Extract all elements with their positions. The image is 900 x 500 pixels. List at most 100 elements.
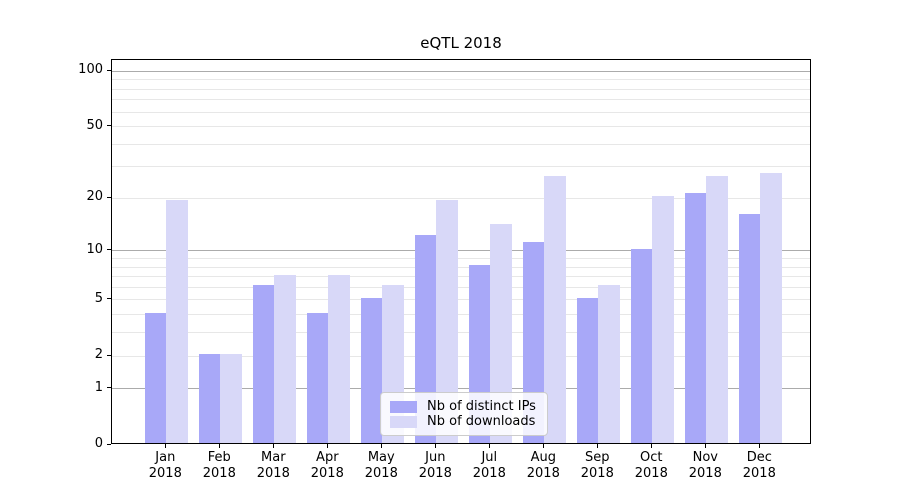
gridline-minor-20 <box>112 197 810 199</box>
bar-nb-of-downloads-oct-2018 <box>652 196 674 443</box>
x-tick-label-line: Oct <box>640 450 663 465</box>
gridline-minor-7 <box>112 276 810 278</box>
y-tick-label-50: 50 <box>86 117 103 133</box>
legend-label-downloads: Nb of downloads <box>427 414 536 429</box>
legend-label-distinct-ips: Nb of distinct IPs <box>427 399 536 414</box>
x-tick-label-line: 2018 <box>310 465 344 481</box>
gridline-minor-3 <box>112 332 810 334</box>
x-tick-label-line: Aug <box>530 450 556 465</box>
y-tick-label-100: 100 <box>78 62 103 78</box>
bar-nb-of-downloads-jul-2018 <box>490 223 512 443</box>
y-tick-mark-5 <box>107 298 111 300</box>
y-tick-label-20: 20 <box>86 189 103 205</box>
bar-nb-of-downloads-apr-2018 <box>328 274 350 443</box>
bar-nb-of-downloads-jun-2018 <box>436 200 458 443</box>
bar-nb-of-distinct-ips-apr-2018 <box>306 312 329 443</box>
legend-item-downloads: Nb of downloads <box>390 414 538 429</box>
chart-title: eQTL 2018 <box>420 34 502 52</box>
y-tick-label-0: 0 <box>94 436 103 451</box>
x-tick-label-line: 2018 <box>634 465 668 481</box>
x-tick-label-jun-2018: Jun 2018 <box>395 450 475 481</box>
gridline-minor-30 <box>112 166 810 168</box>
x-tick-label-line: Jan <box>155 450 176 465</box>
plot-area: Nb of distinct IPs Nb of downloads <box>111 59 811 444</box>
bar-nb-of-downloads-feb-2018 <box>220 354 242 443</box>
x-tick-label-line: Apr <box>316 450 339 465</box>
gridline-minor-8 <box>112 266 810 268</box>
y-tick-mark-100 <box>107 69 111 71</box>
bar-nb-of-downloads-dec-2018 <box>760 173 782 443</box>
x-tick-label-line: 2018 <box>256 465 290 481</box>
x-tick-mark-nov-2018 <box>704 444 706 448</box>
x-tick-mark-jan-2018 <box>164 444 166 448</box>
x-tick-mark-feb-2018 <box>218 444 220 448</box>
bar-nb-of-downloads-aug-2018 <box>544 176 566 443</box>
gridline-minor-2 <box>112 355 810 357</box>
legend-swatch-downloads-icon <box>390 415 417 428</box>
x-tick-label-line: Feb <box>207 450 231 465</box>
x-tick-label-line: 2018 <box>526 465 560 481</box>
gridline-major-10 <box>112 250 810 252</box>
x-tick-label-mar-2018: Mar 2018 <box>233 450 313 481</box>
x-tick-label-line: 2018 <box>148 465 182 481</box>
legend-swatch-distinct-ips-icon <box>390 400 417 413</box>
bar-nb-of-downloads-mar-2018 <box>274 274 296 443</box>
y-tick-mark-2 <box>107 354 111 356</box>
y-tick-label-2: 2 <box>94 347 103 363</box>
x-tick-label-line: 2018 <box>472 465 506 481</box>
bar-nb-of-distinct-ips-oct-2018 <box>630 248 653 443</box>
gridline-minor-70 <box>112 99 810 101</box>
bar-nb-of-distinct-ips-nov-2018 <box>684 192 707 443</box>
x-tick-mark-mar-2018 <box>272 444 274 448</box>
x-tick-label-line: 2018 <box>580 465 614 481</box>
x-tick-label-feb-2018: Feb 2018 <box>179 450 259 481</box>
x-tick-label-line: 2018 <box>202 465 236 481</box>
x-tick-label-sep-2018: Sep 2018 <box>557 450 637 481</box>
y-tick-label-10: 10 <box>86 241 103 257</box>
x-tick-label-line: Mar <box>261 450 286 465</box>
y-tick-mark-10 <box>107 249 111 251</box>
gridline-major-100 <box>112 70 810 72</box>
x-tick-label-aug-2018: Aug 2018 <box>503 450 583 481</box>
x-tick-mark-jul-2018 <box>488 444 490 448</box>
x-tick-mark-dec-2018 <box>758 444 760 448</box>
legend-item-distinct-ips: Nb of distinct IPs <box>390 399 538 414</box>
x-tick-label-line: Nov <box>692 450 718 465</box>
x-tick-label-line: 2018 <box>688 465 722 481</box>
x-tick-mark-aug-2018 <box>542 444 544 448</box>
x-tick-label-line: 2018 <box>418 465 452 481</box>
x-tick-mark-jun-2018 <box>434 444 436 448</box>
x-tick-label-dec-2018: Dec 2018 <box>719 450 799 481</box>
bar-nb-of-downloads-nov-2018 <box>706 176 728 443</box>
bar-nb-of-distinct-ips-dec-2018 <box>738 213 761 443</box>
gridline-minor-5 <box>112 299 810 301</box>
x-tick-label-line: Jul <box>481 450 498 465</box>
y-tick-label-5: 5 <box>94 290 103 306</box>
gridline-minor-80 <box>112 88 810 90</box>
bar-nb-of-distinct-ips-may-2018 <box>360 297 383 443</box>
x-tick-label-line: 2018 <box>742 465 776 481</box>
bar-nb-of-distinct-ips-sep-2018 <box>576 297 599 443</box>
bar-nb-of-downloads-sep-2018 <box>598 285 620 443</box>
y-tick-mark-1 <box>107 387 111 389</box>
x-tick-label-jan-2018: Jan 2018 <box>125 450 205 481</box>
x-tick-mark-may-2018 <box>380 444 382 448</box>
x-tick-mark-apr-2018 <box>326 444 328 448</box>
y-tick-mark-50 <box>107 125 111 127</box>
bar-nb-of-distinct-ips-feb-2018 <box>198 354 221 443</box>
x-tick-label-apr-2018: Apr 2018 <box>287 450 367 481</box>
gridline-minor-6 <box>112 286 810 288</box>
y-tick-mark-0 <box>107 443 111 445</box>
x-tick-label-line: 2018 <box>364 465 398 481</box>
legend: Nb of distinct IPs Nb of downloads <box>380 392 548 436</box>
bar-nb-of-downloads-jan-2018 <box>166 200 188 443</box>
x-tick-mark-oct-2018 <box>650 444 652 448</box>
x-tick-label-may-2018: May 2018 <box>341 450 421 481</box>
x-tick-label-line: Dec <box>746 450 772 465</box>
gridline-minor-50 <box>112 126 810 128</box>
gridline-minor-60 <box>112 111 810 113</box>
gridline-major-1 <box>112 388 810 390</box>
bar-nb-of-distinct-ips-mar-2018 <box>252 285 275 443</box>
x-tick-label-line: Sep <box>585 450 610 465</box>
